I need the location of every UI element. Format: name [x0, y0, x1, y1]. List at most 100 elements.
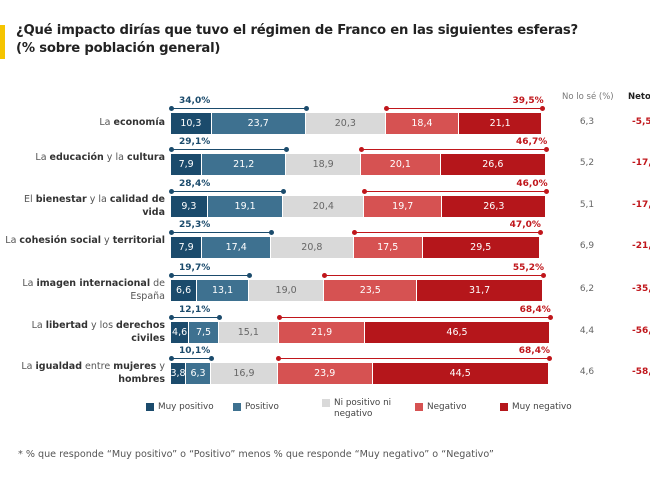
- positive-total-label: 19,7%: [179, 262, 211, 273]
- bar-segment-ni-positivo-ni-negativo: 20,4: [283, 195, 365, 217]
- legend-swatch: [322, 399, 330, 407]
- legend-label: Muy negativo: [512, 402, 572, 412]
- negative-bracket-line: [386, 107, 543, 109]
- neto-value: -35,5: [632, 284, 650, 294]
- negative-bracket-dot: [362, 188, 368, 194]
- negative-bracket-line: [324, 274, 543, 276]
- legend-swatch: [146, 403, 154, 411]
- negative-bracket-line: [277, 357, 549, 359]
- title-line-1: ¿Qué impacto dirías que tuvo el régimen …: [16, 23, 579, 38]
- negative-total-label: 46,0%: [516, 178, 548, 189]
- legend-item: Muy positivo: [146, 402, 214, 413]
- neto-value: -56,3: [632, 326, 650, 336]
- bar-segment-ni-positivo-ni-negativo: 19,0: [249, 279, 325, 301]
- no-lo-se-value: 5,1: [579, 200, 595, 210]
- positive-bracket-dot: [216, 314, 222, 320]
- positive-bracket-line: [171, 190, 284, 192]
- negative-bracket-dot: [322, 272, 328, 278]
- negative-bracket-dot: [351, 229, 357, 235]
- positive-bracket-dot: [169, 146, 174, 152]
- neto-value: -58,3: [632, 367, 650, 377]
- title-accent-bar: [0, 25, 5, 59]
- neto-value: -17,6: [632, 158, 650, 168]
- negative-bracket-line: [364, 190, 547, 192]
- no-lo-se-value: 5,2: [579, 158, 595, 168]
- negative-bracket-dot: [384, 105, 390, 111]
- category-label: La igualdad entre mujeres y hombres: [21, 361, 165, 385]
- bar-segment-muy-positivo: 3,8: [170, 362, 187, 384]
- bar-segment-muy-positivo: 10,3: [171, 112, 212, 134]
- neto-value: -5,5: [632, 117, 650, 127]
- positive-bracket-dot: [169, 229, 174, 235]
- negative-bracket-dot: [544, 146, 549, 152]
- legend-label: Ni positivo ni negativo: [334, 398, 392, 419]
- bar-segment-ni-positivo-ni-negativo: 16,9: [210, 362, 278, 384]
- negative-bracket-dot: [547, 314, 553, 320]
- positive-bracket-dot: [247, 272, 252, 278]
- positive-bracket-line: [171, 274, 249, 276]
- bar-segment-muy-negativo: 26,6: [440, 153, 546, 175]
- bar-segment-muy-negativo: 31,7: [417, 279, 543, 301]
- negative-bracket-dot: [537, 229, 543, 235]
- bar-segment-ni-positivo-ni-negativo: 18,9: [286, 153, 362, 175]
- bar-segment-positivo: 17,4: [202, 236, 272, 258]
- negative-bracket-line: [361, 148, 546, 150]
- negative-total-label: 47,0%: [509, 219, 541, 230]
- positive-bracket-dot: [169, 272, 174, 278]
- bar-segment-positivo: 23,7: [211, 112, 306, 134]
- bar-segment-muy-negativo: 46,5: [365, 321, 550, 343]
- no-lo-se-header: No lo sé (%): [562, 92, 614, 102]
- positive-total-label: 34,0%: [179, 95, 211, 106]
- bar-segment-muy-negativo: 44,5: [372, 362, 549, 384]
- bar-segment-negativo: 17,5: [353, 236, 423, 258]
- no-lo-se-value: 6,2: [579, 284, 595, 294]
- bar-segment-ni-positivo-ni-negativo: 15,1: [218, 321, 279, 343]
- category-label: La imagen internacional de España: [22, 278, 165, 302]
- positive-total-label: 28,4%: [179, 178, 211, 189]
- positive-bracket-line: [171, 148, 287, 150]
- negative-bracket-dot: [540, 272, 546, 278]
- negative-bracket-dot: [540, 105, 546, 111]
- legend-swatch: [500, 403, 508, 411]
- neto-header: Neto: [628, 92, 650, 102]
- positive-bracket-dot: [169, 355, 174, 361]
- legend-label: Positivo: [245, 402, 279, 412]
- negative-total-label: 39,5%: [512, 95, 544, 106]
- bar-segment-negativo: 20,1: [361, 153, 441, 175]
- negative-total-label: 68,4%: [519, 304, 551, 315]
- bar-segment-muy-negativo: 26,3: [442, 195, 547, 217]
- legend-swatch: [415, 403, 423, 411]
- positive-bracket-dot: [169, 188, 174, 194]
- legend-item: Negativo: [415, 402, 466, 413]
- negative-bracket-dot: [275, 355, 281, 361]
- bar-segment-negativo: 23,9: [277, 362, 373, 384]
- bar-segment-muy-positivo: 7,9: [171, 153, 203, 175]
- title-line-2: (% sobre población general): [16, 41, 221, 56]
- negative-total-label: 46,7%: [516, 136, 548, 147]
- negative-total-label: 68,4%: [518, 345, 551, 356]
- chart-title: ¿Qué impacto dirías que tuvo el régimen …: [16, 22, 578, 58]
- bar-segment-muy-positivo: 7,9: [171, 236, 203, 258]
- bar-segment-negativo: 21,9: [278, 321, 366, 343]
- bar-segment-muy-negativo: 21,1: [458, 112, 543, 134]
- negative-bracket-dot: [359, 146, 365, 152]
- bar-segment-positivo: 7,5: [189, 321, 219, 343]
- positive-bracket-dot: [284, 146, 290, 152]
- positive-bracket-dot: [208, 355, 214, 361]
- no-lo-se-value: 4,4: [579, 326, 595, 336]
- bar-segment-negativo: 18,4: [386, 112, 459, 134]
- bar-segment-muy-positivo: 6,6: [171, 279, 198, 301]
- no-lo-se-value: 6,3: [579, 117, 595, 127]
- bar-segment-muy-positivo: 4,6: [171, 321, 190, 343]
- bar-segment-positivo: 6,3: [186, 362, 211, 384]
- positive-total-label: 29,1%: [179, 136, 211, 147]
- positive-total-label: 10,1%: [179, 345, 211, 356]
- no-lo-se-value: 6,9: [579, 241, 595, 251]
- bar-segment-negativo: 23,5: [324, 279, 418, 301]
- legend-item: Muy negativo: [500, 402, 572, 413]
- legend-item: Positivo: [233, 402, 279, 413]
- category-label: El bienestar y la calidad de vida: [24, 194, 165, 218]
- positive-bracket-dot: [281, 188, 287, 194]
- positive-bracket-dot: [303, 105, 309, 111]
- positive-bracket-line: [171, 231, 272, 233]
